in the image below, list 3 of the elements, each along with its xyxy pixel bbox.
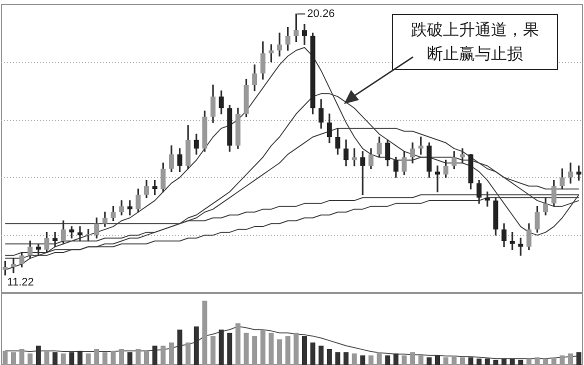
annotation: 20.26 (307, 8, 335, 20)
annotation: 跌破上升通道，果断止赢与止损 (392, 14, 558, 70)
text: 11.22 (7, 276, 34, 289)
